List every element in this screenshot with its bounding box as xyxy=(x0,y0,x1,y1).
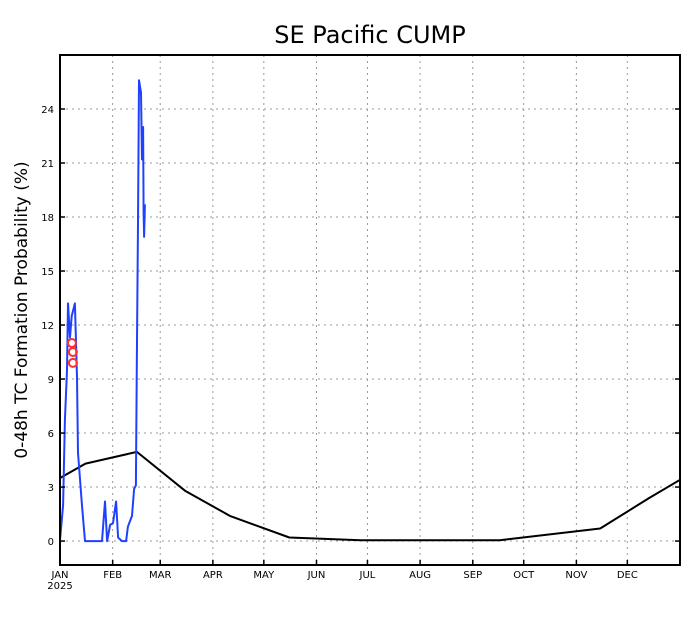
y-axis-label: 0-48h TC Formation Probability (%) xyxy=(12,161,32,458)
series-line-climatology xyxy=(59,450,681,542)
plot-frame xyxy=(59,54,681,566)
y-tick-label: 9 xyxy=(48,375,54,386)
y-tick-label: 12 xyxy=(41,321,54,332)
storm-marker xyxy=(67,347,78,358)
grid xyxy=(60,55,680,565)
x-tick-label: JUL xyxy=(359,570,376,581)
chart-title: SE Pacific CUMP xyxy=(274,21,465,49)
y-tick-label: 18 xyxy=(41,213,54,224)
x-tick-label: SEP xyxy=(463,570,482,581)
y-tick-label: 0 xyxy=(48,537,54,548)
series-lines xyxy=(59,79,681,543)
storm-marker xyxy=(66,338,77,349)
x-tick-label: MAR xyxy=(149,570,171,581)
series-line-2025-probability xyxy=(59,79,146,543)
storm-marker xyxy=(67,357,78,368)
x-tick-label: NOV xyxy=(565,570,587,581)
x-tick-label: DEC xyxy=(617,570,638,581)
x-tick-label: AUG xyxy=(409,570,431,581)
markers xyxy=(66,338,78,368)
x-tick-label: JUN xyxy=(307,570,326,581)
x-tick-label: JAN xyxy=(50,570,68,581)
x-tick-label: OCT xyxy=(513,570,535,581)
y-tick-label: 24 xyxy=(41,105,54,116)
y-tick-label: 3 xyxy=(48,483,54,494)
x-tick-year-label: 2025 xyxy=(47,581,72,592)
x-tick-label: APR xyxy=(203,570,223,581)
y-tick-label: 6 xyxy=(48,429,54,440)
x-tick-label: FEB xyxy=(103,570,122,581)
x-tick-label: MAY xyxy=(253,570,275,581)
y-tick-label: 15 xyxy=(41,267,54,278)
y-tick-label: 21 xyxy=(41,159,54,170)
